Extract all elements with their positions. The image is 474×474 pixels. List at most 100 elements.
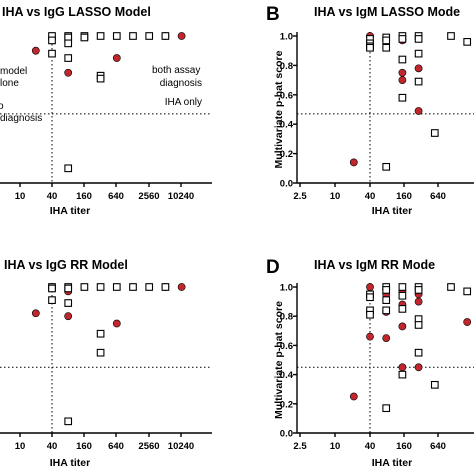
data-point-square (129, 32, 137, 40)
data-point-circle (31, 46, 40, 55)
data-point-square (366, 310, 374, 319)
data-point-square (430, 129, 439, 137)
data-point-square (414, 286, 423, 294)
data-point-square (80, 33, 89, 42)
chart-title: IHA vs IgG RR Model (4, 258, 128, 272)
data-point-square (64, 284, 73, 293)
data-point-square (161, 283, 170, 291)
data-point-square (96, 348, 105, 357)
data-point-circle (414, 107, 423, 115)
x-tick-label: 10240 (168, 191, 194, 202)
data-point-circle (349, 392, 358, 401)
chart-title: IHA vs IgM LASSO Mode (314, 5, 460, 19)
chart-panel-1: IHA vs IgG LASSO Model 10 40 160 640 2560 1024… (0, 5, 212, 217)
data-point-square (463, 38, 472, 46)
x-axis-label: IHA titer (50, 457, 90, 469)
x-tick-label: 40 (365, 191, 376, 202)
chart-title: IHA vs IgM RR Mode (314, 258, 435, 272)
data-point-square (447, 32, 455, 40)
x-tick-label: 10 (330, 191, 341, 202)
data-point-square (48, 284, 56, 293)
data-point-circle (414, 297, 423, 306)
data-point-square (398, 55, 407, 64)
data-point-square (414, 321, 423, 329)
data-point-square (145, 283, 154, 291)
data-point-square (64, 417, 73, 426)
data-point-square (48, 36, 56, 45)
x-tick-label: 10 (15, 191, 26, 202)
x-tick-label: 40 (47, 191, 58, 202)
data-point-square (129, 283, 137, 291)
x-tick-label: 640 (108, 191, 124, 202)
data-point-square (96, 32, 105, 40)
label-diagnosis-right: diagnosis (160, 78, 202, 89)
data-point-circle (64, 312, 73, 321)
data-point-circle (177, 32, 186, 40)
data-point-square (382, 286, 391, 294)
data-point-square (398, 35, 407, 43)
chart-panel-4: D IHA vs IgM RR Mode 2.5 10 40 160 640 0.0 0.2 0.… (266, 257, 474, 469)
data-point-circle (177, 283, 186, 291)
data-point-circle (366, 283, 374, 291)
x-tick-label: 640 (108, 441, 124, 452)
data-point-circle (414, 363, 423, 372)
data-point-square (112, 32, 121, 40)
data-point-circle (463, 318, 472, 326)
data-point-square (382, 296, 391, 304)
data-point-circle (366, 332, 374, 341)
data-point-circle (398, 68, 407, 77)
label-lone: lone (0, 78, 19, 89)
x-tick-label: 2.5 (293, 191, 307, 202)
data-point-square (398, 283, 407, 291)
data-point-square (382, 36, 391, 45)
data-point-square (64, 39, 73, 48)
data-point-square (161, 32, 170, 40)
y-tick-label: 0.4 (280, 120, 294, 131)
label-diagnosis: diagnosis (0, 113, 42, 124)
data-point-square (80, 283, 89, 291)
label-iha-only: IHA only (165, 97, 202, 108)
data-point-square (112, 283, 121, 291)
data-point-square (96, 329, 105, 338)
label-model: model (0, 66, 27, 77)
data-point-square (96, 283, 105, 291)
x-tick-label: 160 (396, 191, 412, 202)
x-tick-label: 10240 (168, 441, 194, 452)
data-point-circle (349, 158, 358, 167)
data-point-square (414, 77, 423, 86)
x-tick-label: 2560 (138, 441, 159, 452)
data-point-square (398, 370, 407, 379)
data-point-square (398, 305, 407, 313)
x-tick-label: 640 (430, 191, 446, 202)
x-tick-label: 40 (47, 441, 58, 452)
data-point-square (366, 43, 374, 52)
x-tick-label: 160 (396, 441, 412, 452)
chart-panel-3: IHA vs IgG RR Model 10 40 160 640 2560 10240 IH… (0, 258, 212, 469)
label-both-assay: both assay (152, 65, 200, 76)
chart-panel-2: B IHA vs IgM LASSO Mode 2.5 10 40 160 640 0.0 0.… (266, 4, 474, 217)
data-point-circle (112, 319, 121, 328)
x-axis-label: IHA titer (50, 205, 90, 217)
panel-letter: D (266, 257, 280, 278)
data-point-square (398, 93, 407, 102)
y-tick-label: 0.8 (280, 312, 293, 323)
y-tick-label: 0.6 (280, 341, 293, 352)
data-point-square (447, 283, 455, 291)
data-point-square (414, 348, 423, 357)
y-tick-label: 0.6 (280, 90, 293, 101)
x-tick-label: 160 (76, 191, 92, 202)
data-point-square (366, 293, 374, 302)
x-tick-label: 10 (15, 441, 26, 452)
data-point-square (48, 296, 56, 304)
data-point-square (430, 380, 439, 389)
data-point-circle (64, 68, 73, 77)
x-tick-label: 40 (365, 441, 376, 452)
x-tick-label: 640 (430, 441, 446, 452)
x-axis-label: IHA titer (372, 457, 412, 469)
data-point-circle (398, 322, 407, 331)
data-point-square (145, 32, 154, 40)
data-point-square (64, 54, 73, 62)
data-point-square (64, 164, 73, 173)
data-point-square (96, 74, 105, 83)
data-point-square (414, 49, 423, 58)
